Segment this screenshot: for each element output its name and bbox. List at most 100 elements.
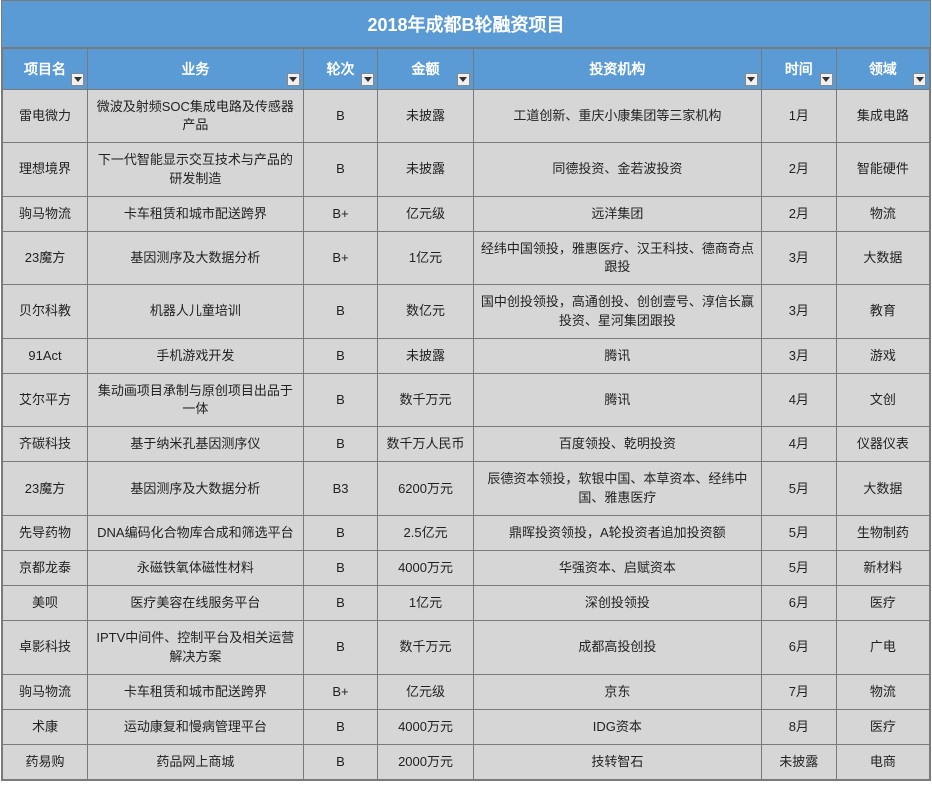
filter-dropdown-icon[interactable] bbox=[71, 73, 84, 86]
cell-name: 美呗 bbox=[3, 586, 88, 621]
funding-table: 项目名业务轮次金额投资机构时间领域 雷电微力微波及射频SOC集成电路及传感器产品… bbox=[2, 48, 930, 780]
cell-domain: 大数据 bbox=[836, 462, 929, 515]
table-row: 贝尔科教机器人儿童培训B数亿元国中创投领投，高通创投、创创壹号、淳信长赢投资、星… bbox=[3, 285, 930, 338]
cell-time: 7月 bbox=[761, 674, 836, 709]
cell-domain: 智能硬件 bbox=[836, 143, 929, 196]
table-row: 驹马物流卡车租赁和城市配送跨界B+亿元级远洋集团2月物流 bbox=[3, 196, 930, 231]
cell-round: B bbox=[303, 621, 378, 674]
cell-name: 药易购 bbox=[3, 745, 88, 780]
cell-round: B bbox=[303, 427, 378, 462]
filter-dropdown-icon[interactable] bbox=[913, 73, 926, 86]
cell-amount: 4000万元 bbox=[378, 709, 473, 744]
cell-inv: 腾讯 bbox=[473, 373, 761, 426]
column-header-name[interactable]: 项目名 bbox=[3, 49, 88, 90]
cell-biz: 基于纳米孔基因测序仪 bbox=[88, 427, 304, 462]
column-header-label: 项目名 bbox=[24, 61, 66, 77]
cell-inv: 国中创投领投，高通创投、创创壹号、淳信长赢投资、星河集团跟投 bbox=[473, 285, 761, 338]
filter-dropdown-icon[interactable] bbox=[287, 73, 300, 86]
cell-time: 5月 bbox=[761, 551, 836, 586]
cell-time: 5月 bbox=[761, 462, 836, 515]
table-row: 23魔方基因测序及大数据分析B36200万元辰德资本领投，软银中国、本草资本、经… bbox=[3, 462, 930, 515]
cell-name: 京都龙泰 bbox=[3, 551, 88, 586]
column-header-biz[interactable]: 业务 bbox=[88, 49, 304, 90]
cell-amount: 亿元级 bbox=[378, 196, 473, 231]
cell-name: 齐碳科技 bbox=[3, 427, 88, 462]
cell-inv: 同德投资、金若波投资 bbox=[473, 143, 761, 196]
cell-time: 2月 bbox=[761, 196, 836, 231]
cell-inv: 京东 bbox=[473, 674, 761, 709]
cell-inv: 华强资本、启赋资本 bbox=[473, 551, 761, 586]
column-header-label: 金额 bbox=[412, 61, 440, 77]
cell-amount: 数千万元 bbox=[378, 621, 473, 674]
cell-inv: 辰德资本领投，软银中国、本草资本、经纬中国、雅惠医疗 bbox=[473, 462, 761, 515]
cell-name: 贝尔科教 bbox=[3, 285, 88, 338]
cell-inv: 技转智石 bbox=[473, 745, 761, 780]
cell-name: 术康 bbox=[3, 709, 88, 744]
column-header-label: 业务 bbox=[181, 61, 209, 77]
column-header-domain[interactable]: 领域 bbox=[836, 49, 929, 90]
cell-domain: 电商 bbox=[836, 745, 929, 780]
cell-biz: 卡车租赁和城市配送跨界 bbox=[88, 674, 304, 709]
cell-name: 驹马物流 bbox=[3, 196, 88, 231]
cell-biz: 手机游戏开发 bbox=[88, 338, 304, 373]
cell-biz: 医疗美容在线服务平台 bbox=[88, 586, 304, 621]
cell-time: 3月 bbox=[761, 231, 836, 284]
cell-amount: 数千万人民币 bbox=[378, 427, 473, 462]
table-row: 术康运动康复和慢病管理平台B4000万元IDG资本8月医疗 bbox=[3, 709, 930, 744]
table-row: 理想境界下一代智能显示交互技术与产品的研发制造B未披露同德投资、金若波投资2月智… bbox=[3, 143, 930, 196]
cell-domain: 物流 bbox=[836, 674, 929, 709]
cell-amount: 1亿元 bbox=[378, 231, 473, 284]
cell-amount: 未披露 bbox=[378, 143, 473, 196]
cell-time: 4月 bbox=[761, 427, 836, 462]
cell-name: 23魔方 bbox=[3, 231, 88, 284]
cell-inv: 百度领投、乾明投资 bbox=[473, 427, 761, 462]
cell-round: B bbox=[303, 551, 378, 586]
cell-time: 5月 bbox=[761, 515, 836, 550]
cell-inv: 成都高投创投 bbox=[473, 621, 761, 674]
column-header-amount[interactable]: 金额 bbox=[378, 49, 473, 90]
cell-domain: 物流 bbox=[836, 196, 929, 231]
cell-name: 驹马物流 bbox=[3, 674, 88, 709]
column-header-label: 领域 bbox=[869, 61, 897, 77]
cell-amount: 6200万元 bbox=[378, 462, 473, 515]
cell-biz: 微波及射频SOC集成电路及传感器产品 bbox=[88, 90, 304, 143]
cell-domain: 医疗 bbox=[836, 586, 929, 621]
column-header-label: 时间 bbox=[785, 61, 813, 77]
cell-biz: 运动康复和慢病管理平台 bbox=[88, 709, 304, 744]
cell-time: 6月 bbox=[761, 586, 836, 621]
table-row: 齐碳科技基于纳米孔基因测序仪B数千万人民币百度领投、乾明投资4月仪器仪表 bbox=[3, 427, 930, 462]
cell-time: 3月 bbox=[761, 285, 836, 338]
table-row: 艾尔平方集动画项目承制与原创项目出品于一体B数千万元腾讯4月文创 bbox=[3, 373, 930, 426]
cell-round: B+ bbox=[303, 674, 378, 709]
column-header-inv[interactable]: 投资机构 bbox=[473, 49, 761, 90]
cell-amount: 4000万元 bbox=[378, 551, 473, 586]
cell-round: B+ bbox=[303, 231, 378, 284]
cell-amount: 数亿元 bbox=[378, 285, 473, 338]
filter-dropdown-icon[interactable] bbox=[820, 73, 833, 86]
cell-domain: 集成电路 bbox=[836, 90, 929, 143]
cell-biz: 基因测序及大数据分析 bbox=[88, 462, 304, 515]
cell-name: 23魔方 bbox=[3, 462, 88, 515]
filter-dropdown-icon[interactable] bbox=[457, 73, 470, 86]
table-row: 91Act手机游戏开发B未披露腾讯3月游戏 bbox=[3, 338, 930, 373]
cell-domain: 大数据 bbox=[836, 231, 929, 284]
cell-domain: 新材料 bbox=[836, 551, 929, 586]
column-header-round[interactable]: 轮次 bbox=[303, 49, 378, 90]
cell-round: B bbox=[303, 90, 378, 143]
filter-dropdown-icon[interactable] bbox=[361, 73, 374, 86]
cell-biz: 卡车租赁和城市配送跨界 bbox=[88, 196, 304, 231]
cell-round: B bbox=[303, 745, 378, 780]
filter-dropdown-icon[interactable] bbox=[745, 73, 758, 86]
cell-name: 卓影科技 bbox=[3, 621, 88, 674]
cell-domain: 广电 bbox=[836, 621, 929, 674]
cell-amount: 数千万元 bbox=[378, 373, 473, 426]
column-header-time[interactable]: 时间 bbox=[761, 49, 836, 90]
cell-name: 先导药物 bbox=[3, 515, 88, 550]
cell-domain: 游戏 bbox=[836, 338, 929, 373]
cell-amount: 未披露 bbox=[378, 90, 473, 143]
cell-inv: 经纬中国领投，雅惠医疗、汉王科技、德商奇点跟投 bbox=[473, 231, 761, 284]
table-row: 药易购药品网上商城B2000万元技转智石未披露电商 bbox=[3, 745, 930, 780]
cell-round: B+ bbox=[303, 196, 378, 231]
cell-inv: 工道创新、重庆小康集团等三家机构 bbox=[473, 90, 761, 143]
cell-domain: 仪器仪表 bbox=[836, 427, 929, 462]
